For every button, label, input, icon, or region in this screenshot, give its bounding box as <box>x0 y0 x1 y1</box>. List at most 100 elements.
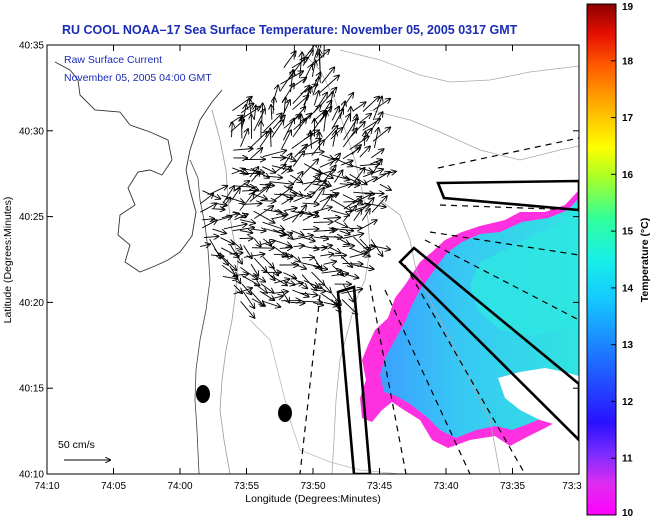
current-arrow <box>302 229 319 230</box>
current-arrow <box>240 129 249 147</box>
current-arrow <box>292 119 306 138</box>
current-arrow <box>323 126 338 142</box>
current-arrow <box>283 213 303 222</box>
current-arrow <box>301 181 321 184</box>
current-arrow <box>199 194 213 205</box>
current-arrow <box>273 165 286 174</box>
current-arrow <box>302 65 312 84</box>
current-arrow <box>351 145 361 155</box>
current-arrow <box>231 188 240 201</box>
current-arrow <box>302 213 318 221</box>
current-arrow <box>324 111 327 132</box>
current-arrow <box>272 228 286 234</box>
sst-warm-core <box>470 206 579 336</box>
current-arrow <box>202 219 214 220</box>
current-arrow <box>239 231 252 233</box>
current-arrow <box>239 193 254 211</box>
current-arrow <box>301 159 318 176</box>
current-arrow <box>280 233 292 237</box>
x-tick-label: 73:50 <box>300 481 325 492</box>
current-arrow <box>211 209 225 210</box>
current-arrow <box>232 228 254 231</box>
current-arrow <box>260 283 274 293</box>
x-tick-label: 73:55 <box>234 481 259 492</box>
current-arrow <box>324 230 337 231</box>
current-overlay-title: Raw Surface Current <box>64 54 162 66</box>
current-arrow <box>321 270 342 273</box>
current-arrow <box>329 246 341 253</box>
current-arrow <box>371 149 383 159</box>
current-arrow <box>373 99 391 111</box>
x-tick-label: 74:10 <box>34 481 59 492</box>
current-arrow <box>300 262 321 267</box>
current-arrow <box>313 267 328 270</box>
current-arrow <box>250 263 258 276</box>
current-arrow <box>339 231 350 235</box>
current-arrow <box>301 236 315 241</box>
current-arrow <box>334 170 342 183</box>
colorbar-tick-label: 10 <box>622 508 634 519</box>
current-arrow <box>349 173 367 184</box>
bathymetry-contour-3 <box>339 49 579 83</box>
current-arrow <box>243 254 264 257</box>
scale-label: 50 cm/s <box>58 439 95 451</box>
current-arrow <box>349 136 369 150</box>
current-arrow <box>313 290 325 291</box>
current-arrow <box>270 129 271 147</box>
x-tick-label: 73:45 <box>367 481 392 492</box>
current-arrow <box>234 214 247 221</box>
current-arrow <box>322 283 331 293</box>
colorbar <box>586 3 617 516</box>
current-arrow <box>363 193 384 194</box>
current-arrow <box>370 160 382 176</box>
current-arrow <box>262 267 275 280</box>
current-arrow <box>320 196 332 211</box>
current-arrow <box>359 147 370 158</box>
current-arrow <box>342 246 354 247</box>
current-arrow <box>232 123 233 138</box>
colorbar-tick-label: 18 <box>622 56 634 67</box>
current-arrow <box>321 155 334 159</box>
current-arrow <box>291 191 311 197</box>
current-arrow <box>349 253 367 258</box>
current-arrow <box>301 152 324 155</box>
current-arrow <box>312 61 315 77</box>
current-arrow <box>321 67 335 84</box>
current-arrow <box>323 218 341 219</box>
current-arrow <box>273 187 292 201</box>
current-arrow <box>273 254 288 255</box>
current-arrow <box>341 299 357 315</box>
current-arrow <box>291 172 302 185</box>
current-arrow <box>311 167 333 178</box>
current-arrow <box>290 302 305 303</box>
current-arrow <box>253 282 267 293</box>
x-tick-label: 74:05 <box>101 481 126 492</box>
current-arrow <box>233 149 252 151</box>
radar-site-outlines <box>336 179 579 474</box>
current-arrow <box>339 272 359 278</box>
current-arrow <box>253 109 265 132</box>
current-arrow <box>262 151 286 158</box>
current-arrow <box>230 239 242 250</box>
current-arrow <box>284 282 294 285</box>
bathymetry-contour-5 <box>379 199 501 474</box>
current-arrow <box>259 131 271 148</box>
current-arrow <box>249 99 251 115</box>
x-tick-label: 73:35 <box>500 481 525 492</box>
map-plot-area[interactable]: Raw Surface Current November 05, 2005 04… <box>47 39 579 474</box>
current-arrow <box>342 263 363 264</box>
colorbar-ticks: 19 18 17 16 15 14 13 12 11 10 <box>611 2 634 519</box>
current-arrow <box>233 288 252 295</box>
current-arrow <box>271 120 284 138</box>
current-arrow <box>329 184 352 192</box>
current-arrow <box>352 264 374 269</box>
y-tick-label: 40:25 <box>19 212 44 223</box>
current-arrow <box>272 292 288 294</box>
x-tick-label: 74:00 <box>167 481 192 492</box>
current-arrow <box>251 298 265 306</box>
y-tick-label: 40:10 <box>19 470 44 481</box>
current-arrow <box>254 206 273 219</box>
current-arrow <box>342 284 353 301</box>
current-arrow <box>253 238 261 246</box>
current-arrow <box>271 157 285 158</box>
